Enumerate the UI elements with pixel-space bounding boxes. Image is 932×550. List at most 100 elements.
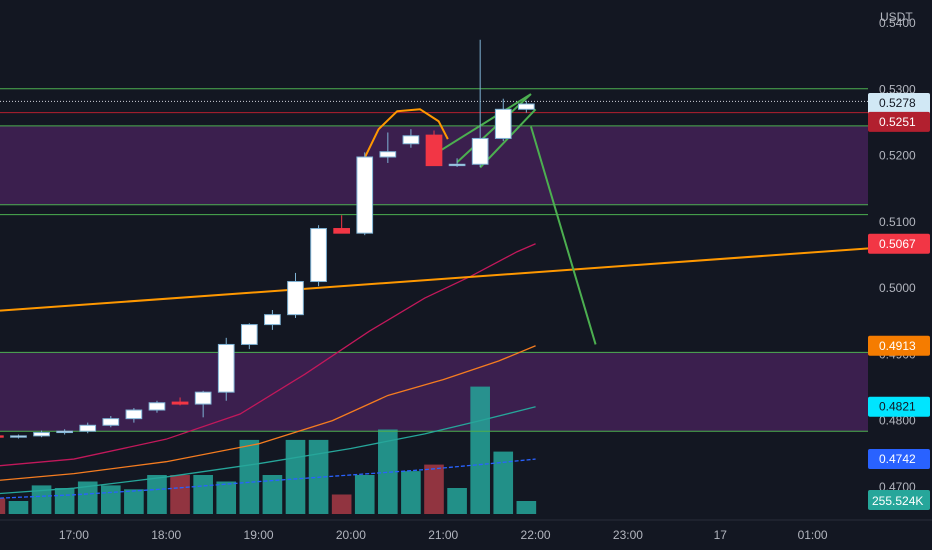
candle-body	[264, 314, 281, 326]
candle[interactable]	[148, 400, 166, 413]
x-tick-label[interactable]: 17	[714, 528, 728, 542]
candle[interactable]	[494, 98, 512, 142]
candle-body	[471, 137, 489, 165]
candle[interactable]	[448, 158, 466, 167]
candle-body	[425, 134, 443, 167]
levels-layer	[0, 88, 868, 432]
volume-bar	[493, 451, 514, 514]
price-tag-1: 0.5251	[879, 115, 916, 129]
candle[interactable]	[310, 225, 327, 287]
x-tick-label[interactable]: 20:00	[336, 528, 366, 542]
volume-bar	[31, 485, 52, 514]
volume-tag: 255.524K	[872, 494, 923, 508]
candle-body	[171, 401, 189, 405]
trendlines-layer	[0, 93, 906, 345]
trendline-3[interactable]	[438, 93, 532, 153]
candle-body	[79, 424, 97, 432]
volume-bar	[378, 429, 398, 514]
price-tag-bg-2	[868, 233, 930, 254]
candle-body	[310, 228, 327, 283]
candle[interactable]	[402, 129, 420, 148]
candle[interactable]	[356, 152, 374, 236]
candle[interactable]	[287, 272, 304, 318]
candle-body	[194, 391, 212, 405]
candle[interactable]	[517, 100, 535, 113]
price-tag-0: 0.5278	[879, 96, 916, 110]
x-tick-label[interactable]: 18:00	[151, 528, 181, 542]
x-tick-label[interactable]: 01:00	[798, 528, 828, 542]
x-tick-label[interactable]: 19:00	[244, 528, 274, 542]
x-tick-label[interactable]: 21:00	[428, 528, 458, 542]
price-tag-bg-5	[868, 449, 930, 470]
volume-bar	[516, 501, 537, 514]
candle[interactable]	[217, 337, 235, 401]
price-tag-2: 0.5067	[879, 237, 916, 251]
volume-bar	[100, 485, 121, 514]
candle-body	[402, 135, 420, 145]
volume-bar	[170, 475, 190, 514]
candle-body	[33, 432, 50, 437]
candle[interactable]	[102, 416, 120, 428]
volume-bar	[354, 475, 375, 514]
price-tag-3: 0.4913	[879, 339, 916, 353]
moving-average-1	[0, 345, 536, 481]
candle-body	[125, 409, 143, 420]
candle[interactable]	[79, 422, 97, 434]
price-tag-5: 0.4742	[879, 452, 916, 466]
volume-bar	[147, 475, 167, 514]
candle-body	[240, 324, 258, 345]
candle[interactable]	[240, 323, 258, 350]
candle-body	[448, 163, 466, 167]
candle-body	[379, 151, 397, 158]
price-tag-bg-4	[868, 396, 930, 417]
candle[interactable]	[56, 429, 73, 435]
volume-bar	[424, 464, 444, 514]
y-tick-label: 0.5100	[879, 215, 916, 229]
moving-average-2	[0, 406, 536, 495]
price-axis[interactable]	[868, 0, 932, 520]
candle-body	[517, 103, 535, 110]
candle[interactable]	[33, 430, 50, 438]
candle-body	[10, 435, 27, 438]
candle[interactable]	[171, 397, 189, 406]
arc-drawing[interactable]	[363, 108, 449, 159]
x-tick-label[interactable]: 22:00	[521, 528, 551, 542]
trendline-0[interactable]	[0, 244, 906, 312]
candle[interactable]	[10, 434, 27, 439]
candle-body	[287, 281, 304, 316]
volume-bar	[401, 471, 421, 514]
candle[interactable]	[125, 408, 143, 423]
volume-bar	[8, 501, 29, 514]
candles-layer[interactable]	[0, 39, 535, 439]
candle[interactable]	[0, 434, 4, 438]
candle[interactable]	[425, 130, 443, 167]
volume-bar	[447, 488, 467, 514]
price-tag-bg-1	[868, 111, 930, 132]
volume-bar	[262, 475, 283, 514]
candle[interactable]	[333, 215, 351, 234]
candle[interactable]	[264, 310, 281, 330]
y-tick-label: 0.5400	[879, 16, 916, 30]
x-tick-label[interactable]: 23:00	[613, 528, 643, 542]
x-axis-ticks[interactable]: 17:00 18:00 19:00 20:00 21:00 22:00 23:00 17 01:…	[59, 528, 828, 542]
volume-bar	[0, 498, 6, 514]
candle-body	[217, 343, 235, 393]
volume-bar	[470, 386, 490, 514]
volume-bar	[193, 475, 213, 514]
candle[interactable]	[471, 39, 489, 167]
volume-bar	[239, 439, 260, 514]
y-tick-label: 0.4800	[879, 414, 916, 428]
trendline-4[interactable]	[529, 126, 597, 345]
volume-bar	[285, 439, 306, 514]
zone-1	[0, 352, 868, 432]
y-tick-label: 0.5300	[879, 82, 916, 96]
volume-tag-bg	[868, 490, 930, 510]
candle-body	[333, 228, 351, 234]
candle[interactable]	[379, 132, 397, 163]
price-tag-4: 0.4821	[879, 400, 916, 414]
volume-bar	[331, 494, 352, 514]
candle[interactable]	[194, 390, 212, 418]
x-tick-label[interactable]: 17:00	[59, 528, 89, 542]
